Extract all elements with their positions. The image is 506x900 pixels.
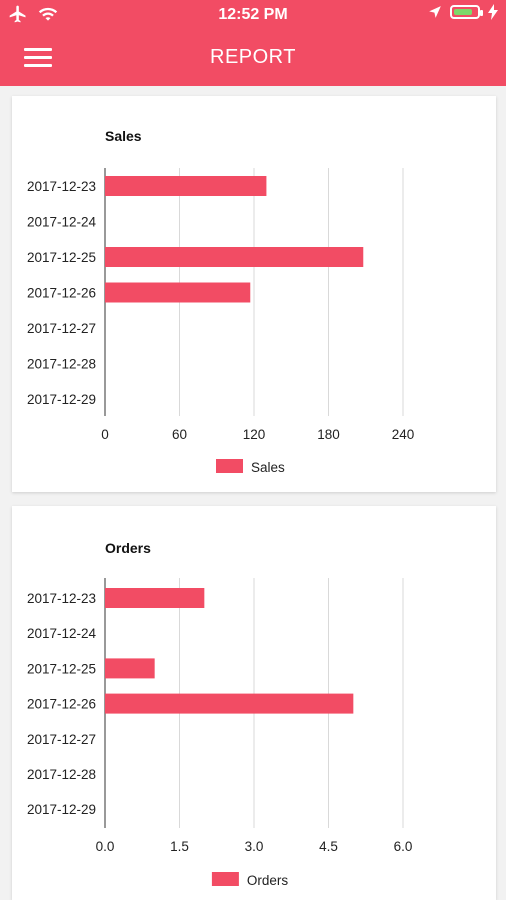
battery-icon: [450, 5, 483, 19]
sales-category-label: 2017-12-24: [27, 215, 97, 230]
sales-x-tick-label: 0: [101, 427, 109, 442]
sales-chart-card: Sales 2017-12-23 2017-12-24 2017-12-25 2017…: [12, 96, 496, 492]
orders-category-label: 2017-12-29: [27, 802, 96, 817]
wifi-icon: [38, 7, 58, 21]
status-time: 12:52 PM: [218, 6, 288, 23]
sales-category-label: 2017-12-28: [27, 357, 96, 372]
sales-bar: [105, 247, 364, 267]
orders-category-label: 2017-12-23: [27, 591, 96, 606]
orders-bar: [105, 693, 354, 714]
orders-x-tick-label: 4.5: [319, 839, 338, 854]
sales-category-label: 2017-12-25: [27, 250, 96, 265]
sales-chart-title: Sales: [105, 128, 142, 144]
status-right-icons: [428, 4, 498, 20]
app-bar: REPORT: [0, 30, 506, 86]
charging-bolt-icon: [488, 4, 498, 20]
orders-category-label: 2017-12-25: [27, 661, 96, 676]
sales-category-label: 2017-12-27: [27, 321, 96, 336]
sales-chart: 2017-12-23 2017-12-24 2017-12-25 2017-12-26…: [27, 168, 415, 475]
sales-category-label: 2017-12-23: [27, 179, 96, 194]
orders-legend-label: Orders: [247, 873, 289, 888]
orders-bar: [105, 658, 155, 679]
orders-category-label: 2017-12-24: [27, 626, 97, 641]
orders-chart-title: Orders: [105, 540, 151, 556]
sales-bar: [105, 176, 267, 196]
orders-category-label: 2017-12-26: [27, 697, 96, 712]
orders-x-tick-label: 1.5: [170, 839, 189, 854]
location-arrow-icon: [429, 6, 441, 18]
sales-category-label: 2017-12-29: [27, 392, 96, 407]
status-bar: 12:52 PM: [0, 0, 506, 30]
hamburger-menu-icon[interactable]: [24, 48, 52, 68]
orders-x-tick-label: 0.0: [96, 839, 115, 854]
sales-x-tick-label: 60: [172, 427, 187, 442]
orders-chart-card: Orders 2017-12-23 2017-12-24 2017-12-25 201…: [12, 506, 496, 900]
sales-x-tick-label: 240: [392, 427, 415, 442]
sales-category-label: 2017-12-26: [27, 286, 96, 301]
sales-bar: [105, 282, 251, 303]
sales-legend-swatch: [216, 459, 243, 473]
orders-legend-swatch: [211, 872, 239, 886]
sales-legend-label: Sales: [251, 460, 285, 475]
orders-category-label: 2017-12-27: [27, 732, 96, 747]
airplane-icon: [9, 5, 26, 23]
orders-bar: [105, 588, 205, 608]
orders-x-tick-label: 3.0: [245, 839, 264, 854]
orders-x-tick-label: 6.0: [394, 839, 413, 854]
page-title: REPORT: [210, 46, 296, 68]
sales-x-tick-label: 120: [243, 427, 266, 442]
orders-chart: 2017-12-23 2017-12-24 2017-12-25 2017-12-26…: [27, 578, 413, 888]
status-left-icons: [8, 4, 58, 24]
orders-category-label: 2017-12-28: [27, 767, 96, 782]
sales-x-tick-label: 180: [317, 427, 340, 442]
